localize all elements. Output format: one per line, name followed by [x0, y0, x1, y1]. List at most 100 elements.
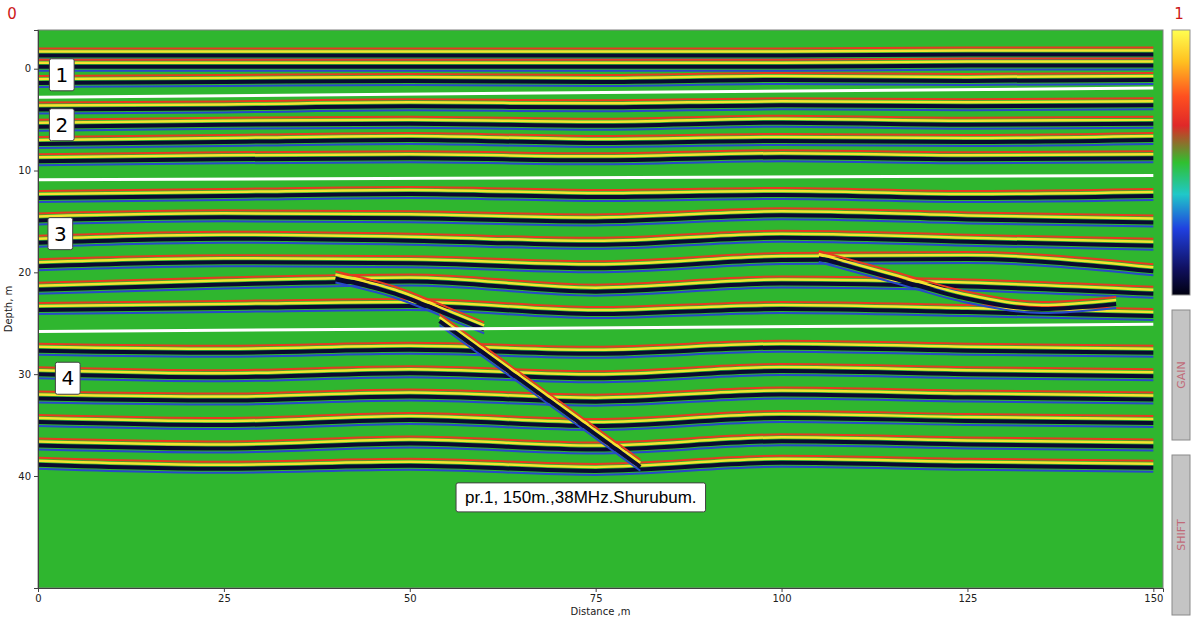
tick-mark — [38, 588, 39, 592]
tick-mark — [34, 374, 38, 375]
tick-label: 40 — [18, 471, 31, 482]
tick-mark — [596, 588, 597, 592]
reflector-line — [38, 144, 1153, 148]
tick: 75 — [590, 588, 603, 604]
reflector-line — [38, 348, 1153, 354]
reflector-line — [38, 54, 1153, 55]
colorbar — [1172, 30, 1190, 295]
reflector-line — [38, 123, 1153, 127]
layer-label: 1 — [49, 59, 74, 91]
reflector-line — [38, 47, 1153, 48]
boundary-line — [38, 88, 1153, 97]
reflector-line — [440, 314, 641, 460]
tick-label: 20 — [18, 267, 31, 278]
tick: 10 — [18, 165, 38, 176]
colorbar-min-label: 0 — [7, 5, 17, 23]
annotation-text: 3 — [54, 222, 67, 246]
plot-background — [38, 30, 1163, 588]
reflector-line — [38, 84, 1153, 87]
reflector-line — [38, 116, 1153, 120]
reflector — [38, 252, 1153, 275]
reflector-line — [440, 325, 641, 471]
reflector — [38, 341, 1153, 358]
control-button[interactable] — [1172, 455, 1190, 615]
reflector — [38, 73, 1153, 87]
chart: 0102030400255075100125150Depth, mDistanc… — [0, 0, 1194, 621]
label-box — [456, 483, 706, 512]
y-axis: 0 10 20 30 40 — [18, 31, 38, 589]
reflector-line — [38, 133, 1153, 137]
reflector-line — [38, 58, 1153, 59]
reflector-line — [38, 157, 1153, 161]
reflector-line — [38, 263, 1153, 275]
reflector-line — [440, 321, 641, 467]
reflector-line — [38, 59, 1153, 60]
layer-boundary — [38, 324, 1153, 331]
reflector-line — [38, 62, 1153, 63]
tick-label: 150 — [1144, 593, 1163, 604]
label-box — [55, 362, 80, 394]
tick: 0 — [35, 588, 41, 604]
reflector-line — [38, 198, 1153, 202]
reflector-line — [38, 105, 1153, 109]
reflector-line — [38, 119, 1153, 123]
reflector — [38, 133, 1153, 148]
layer-boundary — [38, 176, 1153, 180]
control-button[interactable] — [1172, 310, 1190, 440]
tick-mark — [1153, 588, 1154, 592]
tick: 40 — [18, 471, 38, 482]
tick-mark — [224, 588, 225, 592]
x-axis-title: Distance ,m — [571, 606, 631, 617]
tick: 20 — [18, 267, 38, 278]
reflector-line — [38, 219, 1153, 226]
tick-mark — [34, 476, 38, 477]
axis-line — [34, 31, 39, 589]
reflector — [38, 231, 1153, 250]
tick-mark — [410, 588, 411, 592]
reflector — [38, 364, 1153, 382]
reflector-line — [38, 242, 1153, 250]
reflector-line — [38, 422, 1153, 430]
control-label[interactable]: GAIN — [1175, 361, 1188, 389]
reflector-line — [38, 352, 1153, 358]
reflector-line — [819, 258, 1116, 309]
reflector-line — [38, 395, 1153, 402]
reflector-line — [38, 76, 1153, 79]
reflector-line — [38, 238, 1153, 246]
reflector — [819, 251, 1116, 313]
reflector-line — [38, 109, 1153, 113]
annotation-text: 2 — [55, 113, 68, 137]
label-box — [48, 218, 73, 250]
reflector-line — [38, 375, 1153, 382]
reflector — [38, 208, 1153, 226]
axis-line — [39, 589, 1164, 593]
tick-label: 0 — [35, 593, 41, 604]
tick: 25 — [218, 588, 231, 604]
reflector-line — [335, 282, 484, 333]
reflector-line — [38, 190, 1153, 194]
tick: 150 — [1144, 588, 1163, 604]
annotation-text: pr.1, 150m.,38MHz.Shurubum. — [465, 488, 697, 507]
tick: 125 — [958, 588, 977, 604]
tick: 50 — [404, 588, 417, 604]
plot-frame — [38, 30, 1163, 588]
x-axis: 0 25 50 75 100 125 150 — [35, 588, 1163, 604]
tick: 30 — [18, 369, 38, 380]
tick-label: 25 — [218, 593, 231, 604]
tick-label: 0 — [25, 63, 31, 74]
reflector-line — [38, 80, 1153, 83]
layer-boundary — [38, 88, 1153, 97]
tick: 100 — [773, 588, 792, 604]
reflector — [38, 150, 1153, 165]
reflector — [38, 59, 1153, 71]
tick-label: 100 — [773, 593, 792, 604]
reflector-line — [38, 66, 1153, 67]
reflector — [335, 271, 484, 333]
control-label[interactable]: SHIFT — [1175, 519, 1188, 551]
reflector-line — [38, 187, 1153, 191]
reflector-line — [38, 445, 1153, 453]
tick-label: 75 — [590, 593, 603, 604]
reflector-line — [38, 194, 1153, 198]
reflector — [38, 274, 1153, 297]
reflector-line — [440, 317, 641, 463]
